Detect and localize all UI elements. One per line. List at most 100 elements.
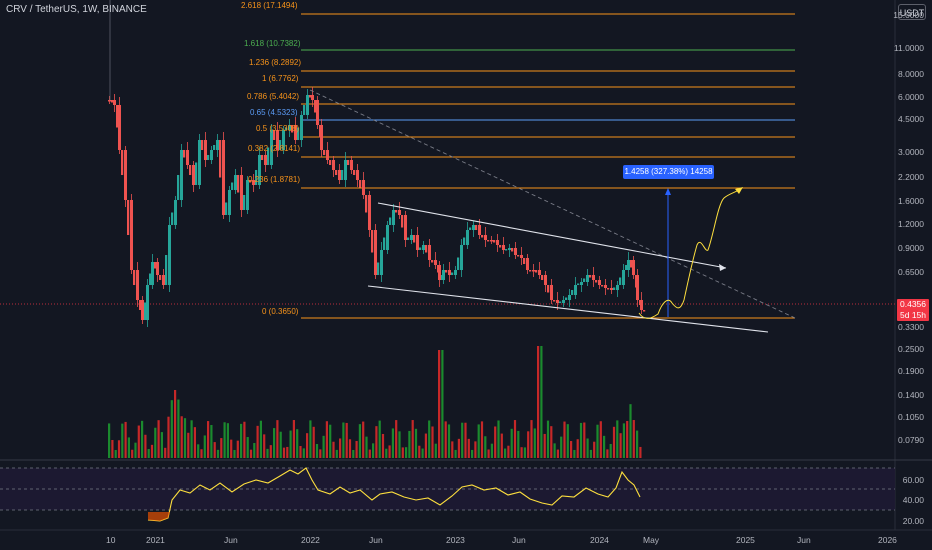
descending-dashed-trendline — [309, 89, 796, 319]
candle-body — [565, 297, 568, 300]
volume-bar — [543, 433, 546, 458]
candle-body — [493, 240, 496, 243]
volume-bar — [216, 449, 220, 458]
volume-bar — [144, 434, 147, 458]
candle-body — [261, 155, 264, 160]
candle-body — [499, 245, 502, 248]
candle-body — [472, 225, 475, 230]
volume-bar — [378, 420, 381, 458]
volume-bar — [388, 445, 391, 458]
candle-body — [636, 275, 639, 300]
candle-body — [523, 258, 526, 264]
candle-body — [309, 95, 312, 98]
volume-bar — [527, 431, 530, 458]
candle-body — [356, 170, 359, 180]
candle-body — [362, 180, 365, 195]
time-axis-label: 2022 — [301, 535, 320, 545]
fib-label: 2.618 (17.1494) — [241, 1, 298, 10]
volume-bar — [256, 425, 259, 458]
volume-bar — [193, 427, 196, 458]
arrow-right-icon — [719, 264, 726, 271]
candle-body — [389, 217, 392, 225]
currency-unit-button[interactable]: USDT — [898, 4, 926, 20]
candle-body — [323, 150, 326, 155]
time-axis-label: 2023 — [446, 535, 465, 545]
candle-body — [111, 100, 114, 103]
volume-bar — [137, 425, 140, 458]
candle-body — [156, 262, 159, 275]
time-axis-label: 2021 — [146, 535, 165, 545]
candle-body — [577, 283, 580, 285]
measure-label[interactable]: 1.4258 (327.38%) 14258 — [623, 165, 714, 179]
symbol-title[interactable]: CRV / TetherUS, 1W, BINANCE — [6, 4, 147, 15]
candle-body — [210, 150, 213, 160]
candle-body — [219, 140, 222, 178]
candle-body — [246, 180, 249, 210]
volume-bar — [180, 416, 183, 458]
volume-bar — [127, 437, 130, 458]
volume-bar — [203, 435, 206, 458]
candle-body — [198, 140, 201, 185]
volume-bar — [454, 449, 457, 458]
volume-bar — [622, 423, 625, 458]
volume-bar — [560, 436, 563, 458]
candle-body — [392, 210, 395, 225]
candle-body — [434, 260, 437, 265]
volume-bar — [368, 449, 371, 458]
volume-bar — [636, 430, 639, 458]
drawings[interactable] — [309, 89, 796, 333]
candle-body — [168, 225, 171, 285]
candle-body — [475, 225, 478, 230]
candle-body — [538, 270, 541, 275]
volume-bar — [589, 449, 592, 458]
fib-label: 0.5 (3.5308) — [256, 124, 300, 133]
volume-bar — [213, 442, 216, 458]
volume-bar — [273, 428, 276, 458]
price-axis-label: 1.2000 — [898, 219, 924, 229]
volume-bar — [276, 420, 279, 458]
candle-body — [264, 155, 267, 165]
candle-body — [165, 255, 168, 285]
candle-body — [625, 265, 628, 270]
volume-bar — [520, 447, 523, 458]
candle-body — [547, 285, 550, 293]
volume-bar — [517, 430, 520, 458]
candle-body — [630, 260, 633, 268]
candle-body — [595, 280, 598, 283]
fibonacci-levels[interactable] — [301, 13, 795, 319]
candle-body — [243, 195, 246, 210]
volume-bar — [401, 447, 404, 458]
volume-bar — [319, 449, 322, 458]
rsi-oversold-fill — [148, 512, 170, 521]
volume-bar — [550, 426, 553, 458]
volume-bar — [329, 424, 332, 458]
fib-label: 1.236 (8.2892) — [249, 58, 302, 67]
volume-bar — [117, 440, 121, 458]
volume-bar — [418, 445, 421, 458]
volume-bar — [391, 428, 394, 458]
candle-body — [195, 162, 198, 185]
candle-body — [425, 245, 428, 253]
candle-body — [451, 272, 454, 275]
candle-body — [541, 275, 544, 280]
candle-body — [416, 235, 419, 250]
volume-bar — [616, 420, 619, 458]
candle-body — [520, 255, 523, 258]
candle-body — [130, 200, 133, 270]
volume-bar — [405, 447, 408, 458]
volume-bar — [339, 438, 342, 458]
candle-body — [294, 125, 297, 140]
price-axis-label: 0.3300 — [898, 322, 924, 332]
candle-body — [469, 227, 472, 230]
candle-body — [517, 255, 520, 257]
time-axis-label: Jun — [369, 535, 383, 545]
candle-body — [454, 270, 457, 275]
volume-bar — [121, 423, 124, 458]
volume-bar — [603, 435, 606, 458]
volume-bar — [157, 420, 160, 458]
volume-bar — [494, 426, 497, 458]
volume-bar — [490, 443, 493, 458]
candle-body — [282, 130, 285, 150]
candle-body — [607, 288, 610, 290]
